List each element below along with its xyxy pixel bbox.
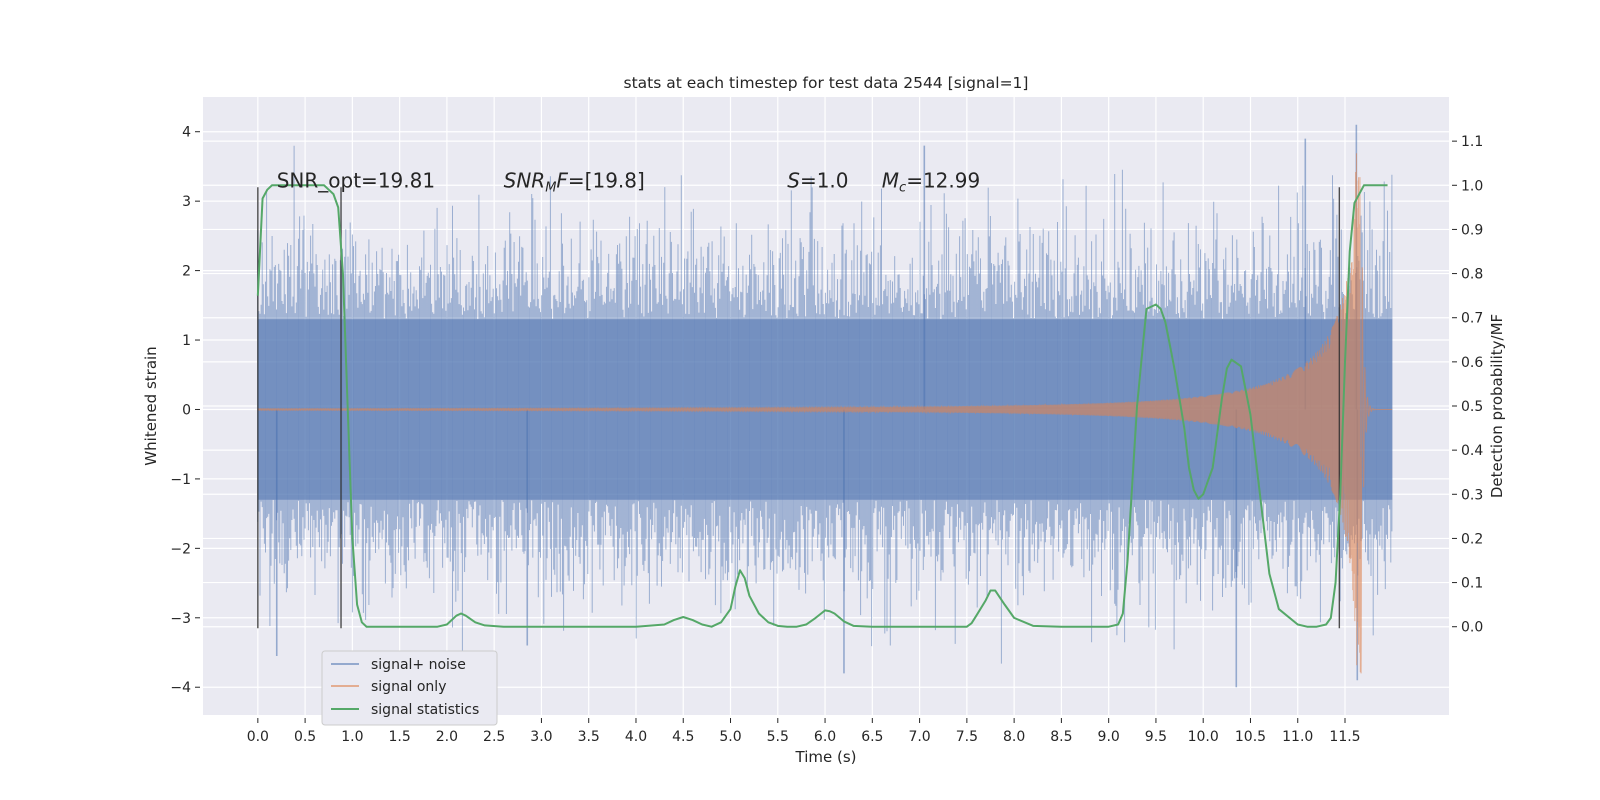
x-tick-label: 1.0 [341,729,363,745]
x-tick-label: 11.5 [1329,729,1360,745]
annotation-label: SNR_opt=19.81 [277,168,435,192]
y2-tick-label: 0.9 [1461,222,1483,238]
y2-tick-label: 0.8 [1461,267,1483,283]
x-tick-label: 3.5 [578,729,600,745]
y2-tick-label: 0.3 [1461,487,1483,503]
x-tick-label: 8.5 [1050,729,1072,745]
annotations: SNR_opt=19.81 SNRMF=[19.8] S=1.0 Mc=12.99 [277,168,980,195]
x-tick-label: 1.5 [389,729,411,745]
y2-tick-label: 0.2 [1461,531,1483,547]
legend-label-signal-statistics: signal statistics [371,702,479,718]
x-tick-label: 7.0 [908,729,930,745]
chirp-trace [257,153,1393,674]
y-tick-label: −2 [170,541,191,557]
y-tick-label: 4 [182,125,191,141]
chart-title: stats at each timestep for test data 254… [624,74,1029,92]
series-signal-only [257,153,1393,674]
y2-tick-label: 0.5 [1461,399,1483,415]
x-tick-label: 11.0 [1282,729,1313,745]
y-axis-label: Whitened strain [142,346,160,465]
annotation-label: Mc=12.99 [882,168,980,195]
y2-tick-label: 0.7 [1461,311,1483,327]
x-tick-label: 7.5 [956,729,978,745]
x-tick-label: 9.0 [1098,729,1120,745]
y-tick-label: 1 [182,333,191,349]
y-tick-label: −1 [170,472,191,488]
x-tick-label: 5.0 [719,729,741,745]
x-tick-label: 8.0 [1003,729,1025,745]
x-tick-label: 0.0 [247,729,269,745]
x-tick-label: 6.5 [861,729,883,745]
stat-line [256,184,1388,628]
y2-tick-label: 1.1 [1461,134,1483,150]
x-axis: 0.0 0.5 1.0 1.5 2.0 2.5 3.0 3.5 4.0 4.5 5.0 5.5 6.0 6… [247,718,1361,745]
x-tick-label: 10.5 [1235,729,1266,745]
x-tick-label: 2.0 [436,729,458,745]
y2-tick-label: 0.0 [1461,620,1483,636]
y2-tick-label: 0.4 [1461,443,1483,459]
y2-tick-label: 0.6 [1461,355,1483,371]
series-signal-statistics [256,184,1388,628]
y2-tick-label: 0.1 [1461,576,1483,592]
x-tick-label: 0.5 [294,729,316,745]
x-tick-label: 4.5 [672,729,694,745]
annotation-label: SNRMF=[19.8] [504,168,645,195]
x-axis-label: Time (s) [795,748,857,766]
x-tick-label: 5.5 [767,729,789,745]
y-tick-label: 3 [182,194,191,210]
x-tick-label: 9.5 [1145,729,1167,745]
legend-box [321,650,498,726]
y-tick-label: 0 [182,402,191,418]
y-axis-left: 4 3 2 1 0 −1 −2 −3 −4 [170,125,200,696]
legend-label-signal-noise: signal+ noise [371,657,466,673]
x-tick-label: 3.0 [530,729,552,745]
x-tick-label: 2.5 [483,729,505,745]
legend: signal+ noise signal only signal statist… [321,650,498,726]
legend-label-signal-only: signal only [371,679,446,695]
annotation-label: S=1.0 [787,168,848,192]
x-tick-label: 6.0 [814,729,836,745]
y-tick-label: −4 [170,680,191,696]
x-tick-label: 10.0 [1188,729,1219,745]
x-tick-label: 4.0 [625,729,647,745]
y2-axis-label: Detection probability/MF [1488,314,1506,498]
y-tick-label: −3 [170,611,191,627]
y-tick-label: 2 [182,264,191,280]
y2-tick-label: 1.0 [1461,178,1483,194]
y-axis-right: 1.1 1.0 0.9 0.8 0.7 0.6 0.5 0.4 0.3 0.2 0.1 0.0 [1452,134,1483,636]
